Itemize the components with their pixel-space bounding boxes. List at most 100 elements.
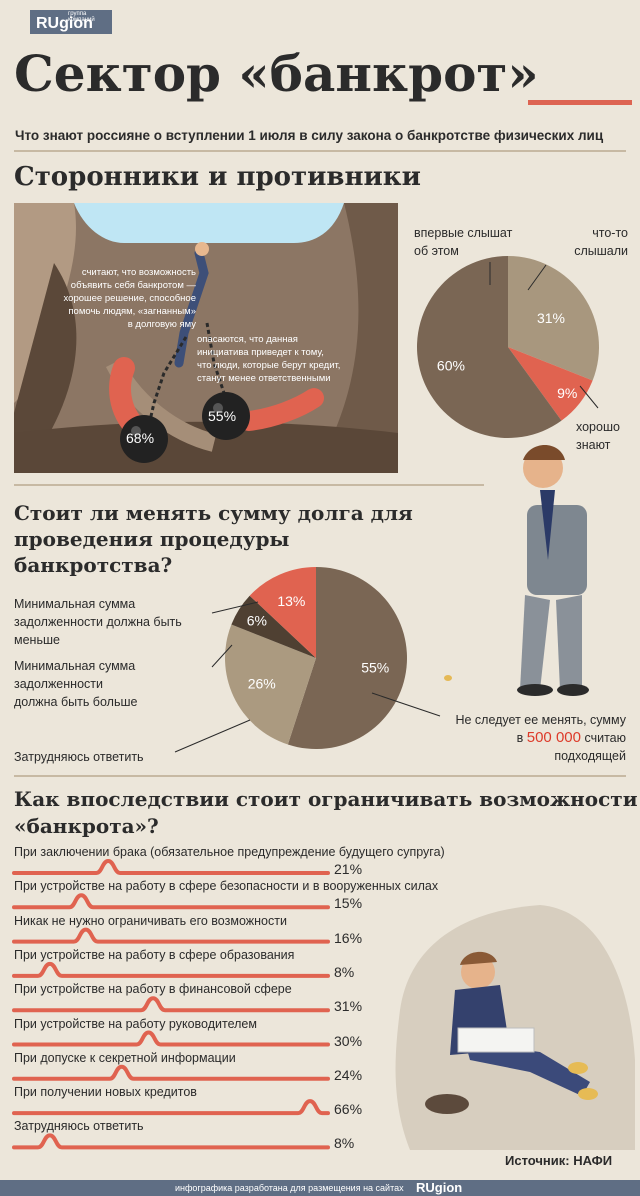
pie1-label-heard: что-то слышали	[568, 224, 628, 260]
opponents-text-line: опасаются, что данная	[197, 334, 298, 345]
pie1-slice	[417, 256, 562, 438]
supporters-pct: 68%	[126, 430, 155, 446]
restriction-pct: 21%	[334, 861, 363, 877]
logo-tagline: группа компаний	[68, 11, 95, 23]
restriction-label: При допуске к секретной информации	[14, 1050, 236, 1065]
pie2-slice	[287, 567, 408, 749]
pie1-leader-line	[579, 385, 599, 409]
logo-text: RUgion	[36, 15, 93, 32]
pie2-label-line: задолженности	[14, 677, 103, 691]
pie2-label-keep: Не следует ее менять, сумму в 500 000 сч…	[426, 711, 626, 765]
restriction-label: При устройстве на работу в сфере образов…	[14, 947, 295, 962]
pie1-slice	[508, 347, 593, 421]
pie1-slice-label: 60%	[437, 358, 465, 374]
pie1-label-line: слышали	[574, 244, 628, 258]
pie2-leader-line	[174, 719, 251, 753]
page-subtitle: Что знают россияне о вступлении 1 июля в…	[15, 128, 604, 143]
pie2-leader-line	[211, 644, 233, 668]
source-note: Источник: НАФИ	[505, 1153, 613, 1168]
pie2-label-hard: Затрудняюсь ответить	[14, 750, 144, 764]
pie2-label-less: Минимальная сумма задолженности должна б…	[14, 595, 214, 649]
restriction-label: При заключении брака (обязательное преду…	[14, 845, 445, 859]
restriction-label: При устройстве на работу в финансовой сф…	[14, 982, 292, 997]
supporters-text-line: объявить себя банкротом —	[70, 280, 196, 291]
restriction-label: При получении новых кредитов	[14, 1085, 197, 1100]
restriction-bar	[12, 1030, 330, 1047]
pie2-label-line: Минимальная сумма	[14, 659, 136, 673]
pie2-label-line: Не следует ее менять, сумму	[455, 713, 626, 727]
supporters-text: считают, что возможность объявить себя б…	[26, 266, 196, 331]
section-title-line: проведения процедуры	[14, 527, 290, 551]
pie2-slice	[225, 624, 316, 745]
pie2-slice-label: 6%	[247, 612, 267, 628]
restriction-label: Затрудняюсь ответить	[14, 1119, 144, 1134]
supporters-text-line: хорошее решение, способное	[63, 293, 196, 304]
section-title-debt: Стоит ли менять сумму долга для проведен…	[14, 500, 413, 578]
pie1-slice-label: 9%	[557, 385, 577, 401]
opponents-pct: 55%	[208, 408, 237, 424]
pie2-slice	[231, 595, 316, 658]
opponents-text-line: инициатива приведет к тому,	[197, 347, 324, 358]
restriction-label: При устройстве на работу в сфере безопас…	[14, 879, 439, 894]
opponents-text: опасаются, что данная инициатива приведе…	[197, 333, 397, 385]
pie1-label-line: знают	[576, 438, 611, 452]
pie1-label-line: впервые слышат	[414, 226, 513, 240]
supporters-text-line: помочь людям, «загнанным»	[68, 306, 196, 317]
pie2-label-part: в	[516, 731, 524, 745]
divider	[14, 484, 484, 486]
pie2-label-more: Минимальная сумма задолженности должна б…	[14, 657, 214, 711]
restriction-bar	[12, 996, 330, 1013]
restriction-pct: 15%	[334, 895, 363, 912]
page-title: Сектор «банкрот»	[14, 44, 539, 103]
restriction-bar	[12, 1099, 330, 1116]
section-title-line: Как впоследствии стоит ограничивать возм…	[14, 787, 638, 811]
restriction-label: Никак не нужно ограничивать его возможно…	[14, 913, 287, 928]
restriction-pct: 8%	[334, 963, 355, 980]
restriction-bar	[12, 1064, 330, 1081]
restriction-pct: 8%	[334, 1135, 355, 1152]
restriction-pct: 66%	[334, 1101, 363, 1118]
pie2-label-line: задолженности должна быть	[14, 615, 182, 629]
section-title-line: Стоит ли менять сумму долга для	[14, 501, 413, 525]
brand-logo: группа компаний RUgion	[30, 10, 112, 34]
section-title-restrictions: Как впоследствии стоит ограничивать возм…	[14, 786, 638, 840]
supporters-text-line: в долговую яму	[127, 319, 196, 330]
pie1-slice-label: 31%	[537, 310, 565, 326]
pie1-label-line: что-то	[592, 226, 628, 240]
restriction-pct: 31%	[334, 998, 363, 1015]
divider	[14, 150, 626, 152]
pie2-label-line: меньше	[14, 633, 60, 647]
pie2-label-amount: 500 000	[526, 729, 581, 746]
section-title-line: банкротства?	[14, 553, 173, 577]
pie2-label-line: должна быть больше	[14, 695, 138, 709]
pie2-slice	[249, 567, 316, 658]
pie1-label-line: об этом	[414, 244, 459, 258]
pie2-label-line: подходящей	[554, 749, 626, 763]
opponents-text-line: станут менее ответственными	[197, 373, 331, 384]
pie2-label-line: Минимальная сумма	[14, 597, 136, 611]
restriction-pct: 16%	[334, 929, 363, 946]
footer-text: инфографика разработана для размещения н…	[175, 1183, 404, 1193]
pie1-slice	[508, 256, 600, 381]
pie2-leader-line	[211, 601, 259, 614]
restriction-bar	[12, 1133, 330, 1150]
pie2-label-part: считаю	[584, 731, 626, 745]
restriction-bar	[12, 961, 330, 978]
pie1-leader-line	[527, 264, 547, 291]
restriction-pct: 24%	[334, 1066, 363, 1083]
section-title-line: «банкрота»?	[14, 814, 159, 838]
divider	[14, 775, 626, 777]
pie1-label-know: хорошо знают	[576, 418, 620, 454]
restriction-bar	[12, 858, 330, 875]
pie1-label-line: хорошо	[576, 420, 620, 434]
pie1-label-first: впервые слышат об этом	[414, 224, 512, 260]
pie2-slice-label: 26%	[248, 676, 276, 692]
restriction-bar	[12, 927, 330, 944]
restriction-pct: 30%	[334, 1032, 363, 1049]
title-underline	[528, 100, 632, 105]
supporters-text-line: считают, что возможность	[81, 267, 196, 278]
footer-logo: RUgion	[416, 1180, 463, 1195]
opponents-text-line: что люди, которые берут кредит,	[197, 360, 341, 371]
restriction-label: При устройстве на работу руководителем	[14, 1016, 257, 1031]
restriction-bar	[12, 893, 330, 910]
